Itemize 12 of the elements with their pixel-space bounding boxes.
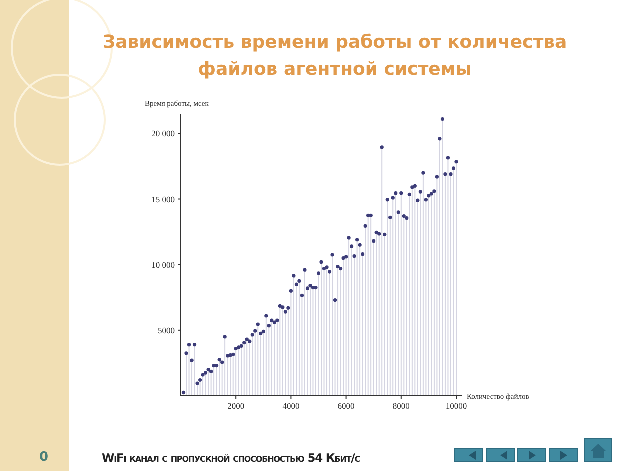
- x-tick-label: 4000: [282, 401, 300, 411]
- text: 0: [39, 450, 49, 465]
- text: WiFi канал с пропускной способностью 54 Кбит/с: [102, 451, 361, 465]
- y-tick-label: 10 000: [152, 260, 175, 270]
- x-tick-label: 2000: [228, 401, 245, 411]
- x-tick-label: 10000: [446, 401, 468, 411]
- x-tick-label: 8000: [392, 401, 410, 411]
- x-tick-label: 6000: [338, 401, 355, 411]
- chart-title: Зависимость времени работы от количества файлов агентной системы: [102, 32, 568, 80]
- y-tick-label: 15 000: [152, 194, 175, 204]
- y-tick-label: 5000: [158, 325, 175, 336]
- y-tick-label: 20 000: [152, 128, 175, 139]
